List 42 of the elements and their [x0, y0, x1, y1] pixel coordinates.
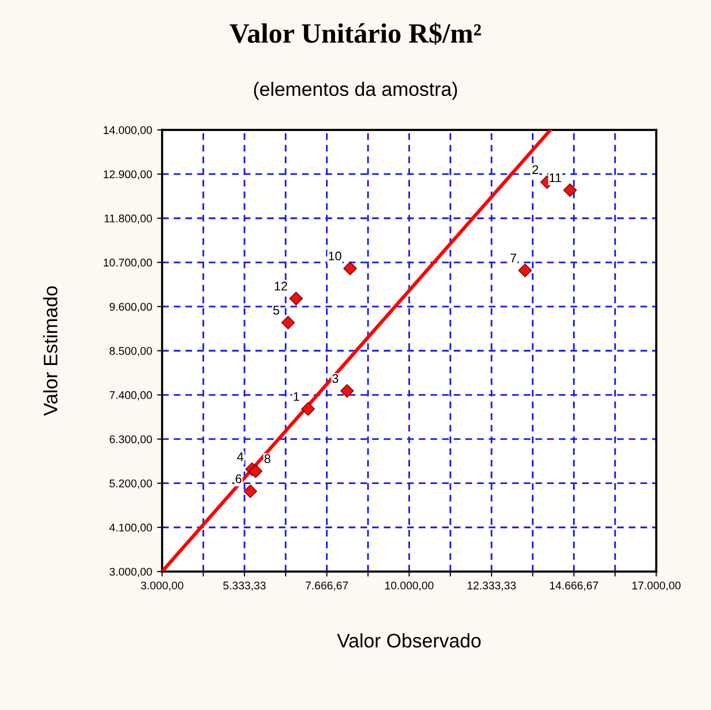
y-tick-label: 4.100,00	[109, 524, 152, 533]
annotation: 10	[328, 252, 342, 260]
chart-title: Valor Unitário R$/m²	[230, 22, 481, 45]
x-tick-label: 14.666,67	[550, 582, 598, 591]
y-tick-label: 7.400,00	[110, 391, 152, 400]
y-tick-label: 11.800,00	[104, 214, 152, 224]
point	[248, 464, 262, 478]
point	[340, 384, 354, 398]
point	[281, 316, 295, 330]
annotation: 6	[236, 474, 242, 484]
annotation: 11	[550, 173, 562, 182]
point	[301, 402, 315, 416]
annotation: 8	[264, 454, 270, 464]
y-tick-label: 14.000,00	[104, 126, 152, 136]
point	[289, 292, 303, 306]
annotation: 4	[237, 452, 244, 462]
x-axis-title: Valor Observado	[337, 633, 481, 648]
point	[518, 264, 532, 278]
chart-subtitle: (elementos da amostra)	[254, 82, 457, 100]
y-tick-label: 10.700,00	[104, 258, 152, 268]
annotation: 1	[294, 392, 300, 401]
point	[343, 262, 357, 276]
y-tick-label: 12.900,00	[104, 170, 152, 180]
annotation: 12	[274, 282, 288, 290]
y-tick-label: 9.600,00	[110, 302, 152, 312]
x-tick-label: 3.000,00	[140, 582, 184, 591]
y-tick-label: 3.000,00	[110, 568, 152, 577]
annotation: 3	[332, 374, 338, 383]
y-tick-label: 5.200,00	[110, 479, 152, 489]
y-axis-title: Valor Estimado	[43, 286, 58, 416]
x-tick-label: 12.333,33	[468, 582, 516, 591]
x-tick-label: 17.000,00	[632, 582, 681, 591]
x-tick-label: 10.000,00	[385, 582, 434, 591]
annotation: 2	[532, 165, 538, 174]
point	[563, 183, 577, 197]
x-tick-label: 7.666,67	[306, 582, 348, 591]
x-tick-label: 5.333,33	[223, 582, 266, 591]
y-tick-label: 6.300,00	[110, 435, 152, 445]
point	[244, 484, 258, 498]
annotation: 5	[273, 306, 280, 315]
annotation: 7	[510, 254, 516, 262]
y-tick-label: 8.500,00	[110, 347, 152, 356]
